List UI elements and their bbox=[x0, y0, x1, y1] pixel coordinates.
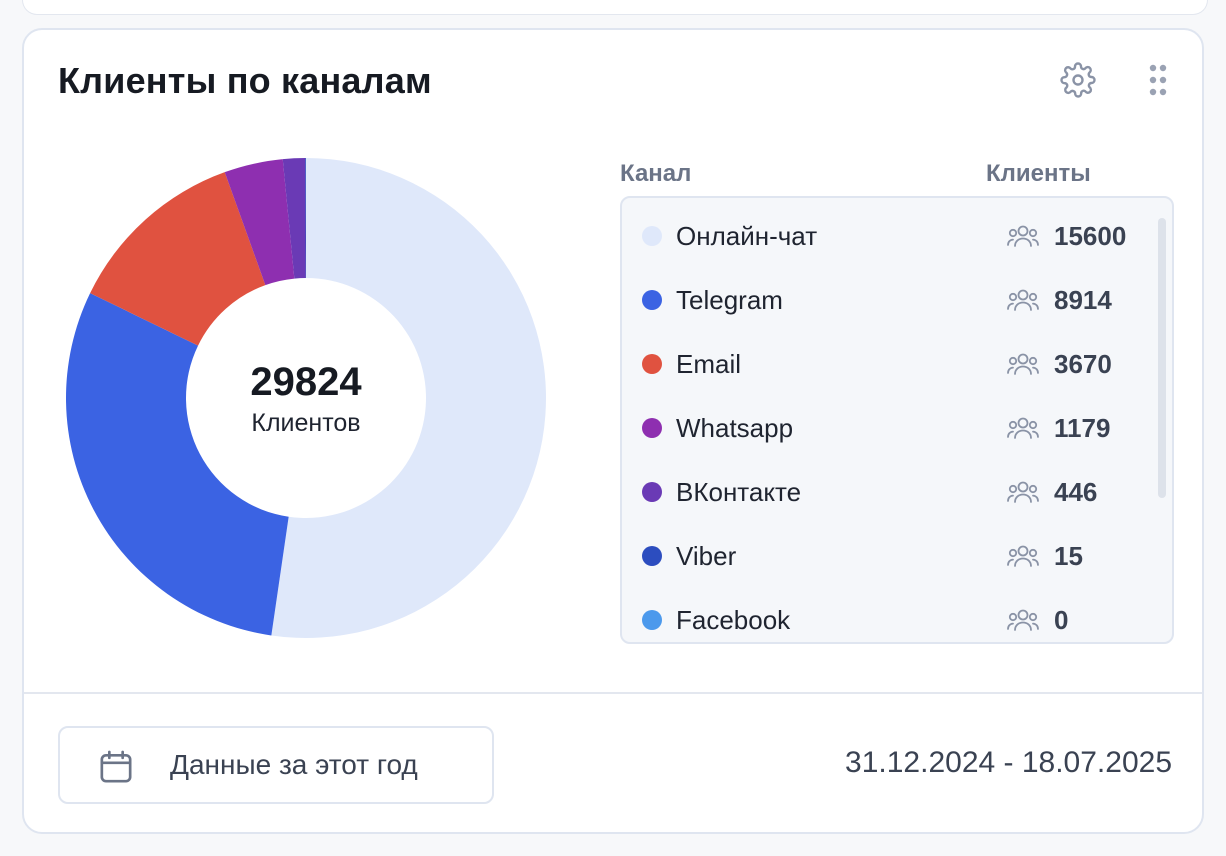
legend-client-count: 15600 bbox=[1054, 221, 1127, 251]
legend-color-dot bbox=[642, 290, 662, 310]
donut-slice-Онлайн-чат[interactable] bbox=[271, 158, 546, 638]
legend-color-dot bbox=[642, 226, 662, 246]
calendar-icon bbox=[100, 750, 132, 783]
donut-svg bbox=[65, 158, 546, 638]
donut-center: 29824 Клиентов bbox=[64, 156, 548, 640]
users-icon bbox=[1006, 286, 1040, 314]
legend-color-dot bbox=[642, 482, 662, 502]
donut-slice-ВКонтакте[interactable] bbox=[282, 158, 306, 279]
legend-row[interactable]: Telegram 8914 bbox=[622, 268, 1142, 332]
legend-client-count: 1179 bbox=[1054, 413, 1111, 443]
legend-client-count: 446 bbox=[1054, 477, 1098, 507]
users-icon bbox=[1006, 414, 1040, 442]
legend-row[interactable]: Whatsapp 1179 bbox=[622, 396, 1142, 460]
legend-row[interactable]: Facebook 0 bbox=[622, 588, 1142, 642]
legend-client-count: 8914 bbox=[1054, 285, 1112, 315]
legend-row[interactable]: Viber 15 bbox=[622, 524, 1142, 588]
legend-channel-name: Telegram bbox=[676, 285, 783, 315]
column-header-clients: Клиенты bbox=[986, 160, 1091, 187]
footer-divider bbox=[24, 692, 1202, 694]
period-select-button[interactable]: Данные за этот год bbox=[58, 726, 494, 804]
donut-slice-Email[interactable] bbox=[90, 172, 266, 346]
legend-row[interactable]: Онлайн-чат 15600 bbox=[622, 204, 1142, 268]
legend-channel-name: Viber bbox=[676, 541, 737, 571]
drag-handle-button[interactable] bbox=[1136, 58, 1180, 102]
period-button-label: Данные за этот год bbox=[170, 749, 418, 780]
legend-channel-name: Facebook bbox=[676, 605, 791, 635]
users-icon bbox=[1006, 478, 1040, 506]
donut-slice-Telegram[interactable] bbox=[65, 293, 289, 636]
widget-title: Клиенты по каналам bbox=[58, 60, 432, 101]
previous-card-edge bbox=[22, 0, 1208, 15]
legend-scrollbar[interactable] bbox=[1158, 218, 1166, 498]
legend-row[interactable]: ВКонтакте 446 bbox=[622, 460, 1142, 524]
users-icon bbox=[1006, 542, 1040, 570]
users-icon bbox=[1006, 222, 1040, 250]
drag-handle-icon bbox=[1149, 64, 1167, 96]
total-clients-label: Клиентов bbox=[251, 408, 361, 437]
users-icon bbox=[1006, 350, 1040, 378]
legend-color-dot bbox=[642, 354, 662, 374]
legend-color-dot bbox=[642, 546, 662, 566]
donut-chart: 29824 Клиентов bbox=[64, 156, 548, 640]
legend-client-count: 15 bbox=[1054, 541, 1083, 571]
legend-color-dot bbox=[642, 610, 662, 630]
gear-icon bbox=[1060, 62, 1096, 98]
legend-channel-name: Email bbox=[676, 349, 742, 379]
legend-color-dot bbox=[642, 418, 662, 438]
donut-slice-Whatsapp[interactable] bbox=[224, 159, 295, 286]
legend-channel-name: Whatsapp bbox=[676, 413, 794, 443]
users-icon bbox=[1006, 606, 1040, 634]
total-clients-value: 29824 bbox=[250, 359, 362, 404]
channel-legend-list[interactable]: Онлайн-чат 15600 Telegram 8914 Email 3670 What… bbox=[620, 196, 1174, 644]
date-range: 31.12.2024 - 18.07.2025 bbox=[845, 746, 1172, 779]
legend-channel-name: Онлайн-чат bbox=[676, 221, 818, 251]
legend-channel-name: ВКонтакте bbox=[676, 477, 802, 507]
legend-row[interactable]: Email 3670 bbox=[622, 332, 1142, 396]
settings-button[interactable] bbox=[1056, 58, 1100, 102]
legend-client-count: 3670 bbox=[1054, 349, 1112, 379]
column-header-channel: Канал bbox=[620, 160, 692, 187]
donut-slice-Viber[interactable] bbox=[305, 158, 306, 279]
legend-client-count: 0 bbox=[1054, 605, 1069, 635]
clients-by-channel-widget: Клиенты по каналам 29824 Клиентов Канал … bbox=[22, 28, 1204, 834]
